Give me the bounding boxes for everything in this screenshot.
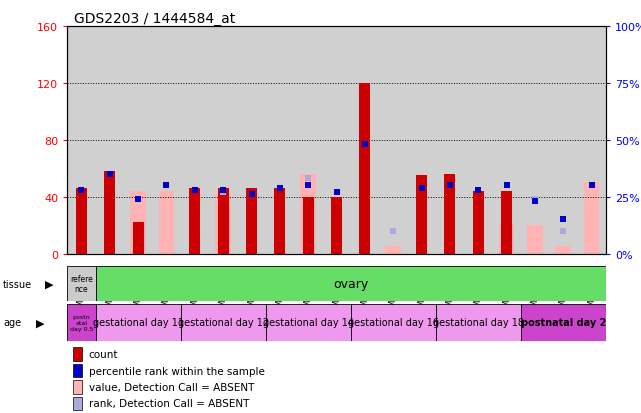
Bar xyxy=(379,27,408,254)
Bar xyxy=(549,27,578,254)
Text: gestational day 12: gestational day 12 xyxy=(178,318,269,328)
Bar xyxy=(416,176,427,254)
Bar xyxy=(190,189,200,254)
Bar xyxy=(436,27,464,254)
Bar xyxy=(473,192,483,254)
Bar xyxy=(96,304,181,341)
Bar xyxy=(265,27,294,254)
Text: ▶: ▶ xyxy=(45,279,53,289)
Bar xyxy=(360,83,370,254)
Bar xyxy=(72,396,83,410)
Text: postnatal day 2: postnatal day 2 xyxy=(520,318,606,328)
Text: gestational day 14: gestational day 14 xyxy=(263,318,354,328)
Bar xyxy=(67,27,96,254)
Bar xyxy=(322,27,351,254)
Bar xyxy=(584,183,599,254)
Text: gestational day 11: gestational day 11 xyxy=(93,318,184,328)
Bar xyxy=(351,27,379,254)
Bar xyxy=(303,197,313,254)
Bar xyxy=(301,174,316,254)
Bar xyxy=(181,304,265,341)
Text: gestational day 18: gestational day 18 xyxy=(433,318,524,328)
Bar xyxy=(104,172,115,254)
Bar xyxy=(67,266,96,301)
Bar xyxy=(218,189,229,254)
Bar xyxy=(499,225,514,254)
Bar xyxy=(408,27,436,254)
Text: gestational day 16: gestational day 16 xyxy=(347,318,438,328)
Bar xyxy=(351,304,436,341)
Text: percentile rank within the sample: percentile rank within the sample xyxy=(89,366,265,376)
Text: rank, Detection Call = ABSENT: rank, Detection Call = ABSENT xyxy=(89,399,249,408)
Text: count: count xyxy=(89,349,119,359)
Text: postn
atal
day 0.5: postn atal day 0.5 xyxy=(70,314,93,331)
Bar xyxy=(159,192,174,254)
Bar xyxy=(578,27,606,254)
Text: ▶: ▶ xyxy=(36,318,44,328)
Bar xyxy=(331,197,342,254)
Bar xyxy=(501,192,512,254)
Bar xyxy=(246,189,257,254)
Bar xyxy=(237,27,265,254)
Text: value, Detection Call = ABSENT: value, Detection Call = ABSENT xyxy=(89,382,254,392)
Text: age: age xyxy=(3,318,21,328)
Bar xyxy=(215,195,231,254)
Bar xyxy=(72,364,83,377)
Bar xyxy=(294,27,322,254)
Text: tissue: tissue xyxy=(3,279,32,289)
Text: GDS2203 / 1444584_at: GDS2203 / 1444584_at xyxy=(74,12,235,26)
Bar xyxy=(444,174,455,254)
Bar xyxy=(520,304,606,341)
Bar xyxy=(72,380,83,394)
Bar xyxy=(96,27,124,254)
Bar xyxy=(265,304,351,341)
Bar xyxy=(520,27,549,254)
Bar xyxy=(133,223,144,254)
Bar xyxy=(130,192,146,254)
Bar xyxy=(76,189,87,254)
Bar xyxy=(492,27,520,254)
Bar xyxy=(556,247,571,254)
Bar xyxy=(385,247,401,254)
Bar xyxy=(527,225,543,254)
Bar xyxy=(153,27,181,254)
Bar xyxy=(67,304,96,341)
Bar xyxy=(464,27,492,254)
Text: refere
nce: refere nce xyxy=(70,274,93,294)
Bar xyxy=(436,304,520,341)
Bar xyxy=(209,27,237,254)
Bar xyxy=(274,189,285,254)
Bar xyxy=(124,27,153,254)
Bar xyxy=(181,27,209,254)
Bar xyxy=(72,348,83,361)
Text: ovary: ovary xyxy=(333,278,369,290)
